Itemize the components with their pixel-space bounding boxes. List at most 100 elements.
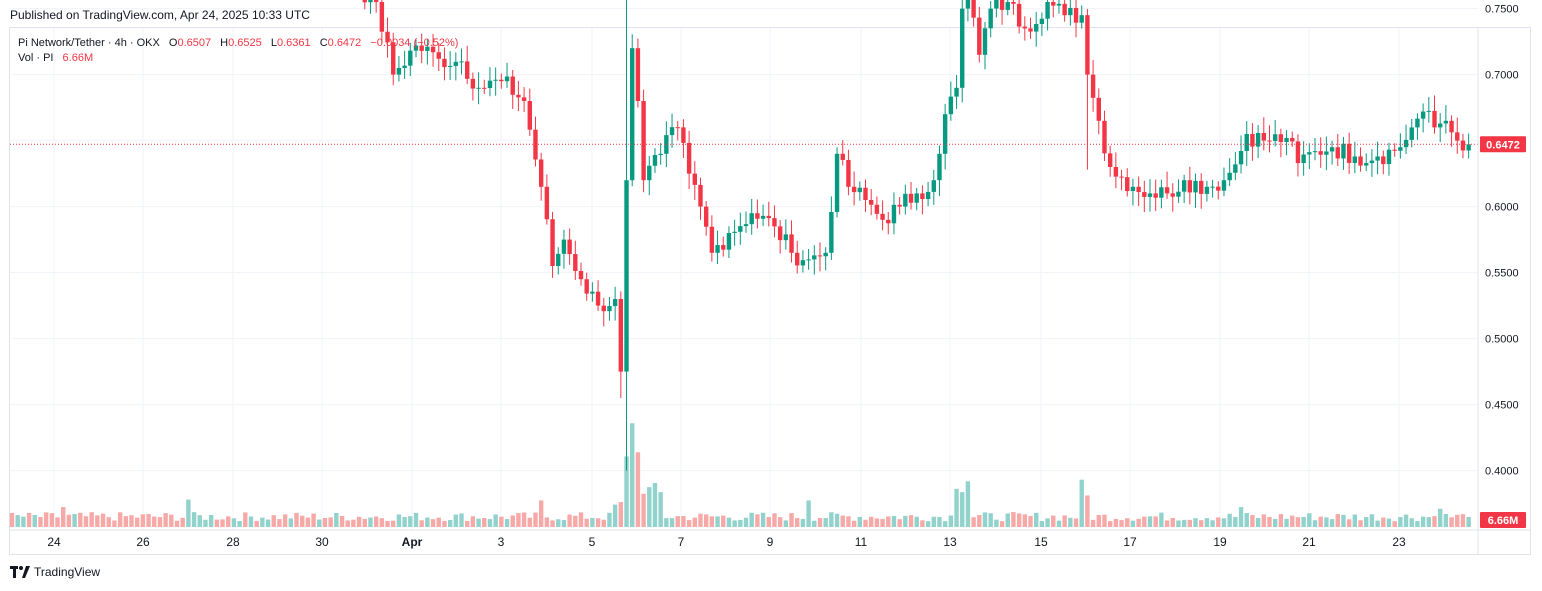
candle-body: [1193, 180, 1198, 193]
volume-bar: [510, 515, 515, 527]
volume-bar: [1255, 517, 1261, 527]
volume-bar: [908, 515, 914, 527]
volume-bar: [1011, 512, 1016, 527]
candle-body: [920, 193, 925, 200]
volume-bar: [669, 518, 675, 527]
volume-bar: [931, 516, 936, 527]
volume-bar: [590, 517, 595, 527]
footer-brand[interactable]: TradingView: [10, 565, 100, 579]
candle-body: [396, 67, 402, 75]
volume-bar: [1045, 518, 1050, 527]
candle-body: [1290, 137, 1295, 142]
volume-bar: [1261, 514, 1266, 527]
volume-bar: [237, 520, 242, 527]
volume-bar: [1170, 517, 1175, 527]
candle-body: [789, 234, 794, 253]
candle-body: [965, 0, 971, 9]
volume-bar: [299, 515, 305, 527]
candle-body: [1318, 151, 1323, 155]
candle-body: [1079, 15, 1084, 23]
volume-bar: [612, 504, 618, 527]
volume-bar: [533, 512, 538, 527]
volume-bar: [584, 518, 589, 527]
candle-body: [954, 87, 959, 97]
volume-bar: [783, 520, 789, 527]
volume-bar: [851, 520, 857, 527]
volume-bar: [550, 520, 555, 527]
candle-body: [391, 42, 396, 75]
volume-bar: [664, 518, 669, 527]
volume-bar: [1062, 515, 1067, 527]
volume-bar: [538, 500, 544, 527]
candle-body: [903, 193, 908, 207]
candle-body: [487, 80, 493, 89]
volume-bar: [544, 517, 550, 527]
candle-body: [1341, 143, 1346, 159]
candle-body: [1392, 149, 1397, 151]
volume-bar: [1466, 517, 1471, 527]
volume-bar: [573, 515, 578, 527]
volume-bar: [868, 516, 874, 527]
volume-bar: [146, 514, 151, 527]
volume-bar: [368, 517, 373, 527]
candle-body: [749, 213, 754, 225]
volume-bar: [1056, 520, 1062, 527]
candle-body: [1409, 127, 1414, 140]
volume-bar: [635, 452, 641, 527]
candle-body: [738, 226, 743, 232]
volume-bar: [66, 514, 72, 527]
volume-bar: [726, 517, 732, 527]
volume-bar: [960, 492, 965, 527]
volume-bar: [897, 519, 902, 527]
time-tick-label: 24: [47, 535, 61, 549]
volume-bar: [641, 493, 646, 527]
volume-bar: [157, 517, 163, 527]
candle-body: [1221, 180, 1227, 191]
volume-bar: [220, 519, 225, 527]
volume-bar: [982, 512, 988, 527]
volume-bar: [937, 517, 942, 527]
candle-body: [829, 211, 834, 253]
symbol-label[interactable]: Pi Network/Tether · 4h · OKX: [18, 37, 160, 49]
candle-body: [419, 45, 424, 51]
volume-bar: [26, 512, 32, 527]
volume-bar: [1034, 512, 1039, 527]
price-tick-label: 0.5000: [1485, 334, 1519, 346]
volume-bar: [1437, 508, 1443, 527]
candle-body: [385, 31, 390, 43]
volume-label[interactable]: Vol · PI: [18, 52, 54, 64]
candle-body: [442, 58, 447, 68]
volume-bar: [999, 521, 1005, 527]
candle-body: [1176, 191, 1181, 197]
candle-body: [982, 28, 988, 55]
candle-body: [641, 101, 646, 181]
candle-body: [1307, 152, 1312, 155]
candle-body: [1039, 18, 1045, 25]
volume-bar: [732, 520, 737, 527]
published-note: Published on TradingView.com, Apr 24, 20…: [10, 8, 310, 22]
volume-bar: [186, 499, 191, 527]
volume-bar: [112, 520, 117, 527]
volume-bar: [271, 515, 276, 527]
time-tick-label: Apr: [402, 535, 423, 549]
candle-body: [863, 187, 868, 200]
chart-legend: Pi Network/Tether · 4h · OKX O0.6507 H0.…: [18, 36, 458, 66]
candle-body: [1153, 193, 1158, 198]
candle-body: [527, 101, 532, 130]
candle-body: [368, 0, 373, 3]
candle-body: [1068, 7, 1073, 16]
change-value: −0.0034 (−0.52%): [370, 37, 459, 49]
volume-bar: [197, 515, 202, 527]
volume-bar: [1426, 517, 1432, 527]
candle-body: [1028, 28, 1033, 32]
candle-body: [601, 305, 606, 312]
candle-body: [1250, 134, 1255, 147]
volume-bar: [117, 512, 123, 527]
volume-bar: [1068, 517, 1073, 527]
candle-body: [1272, 134, 1278, 141]
volume-bar: [817, 517, 823, 527]
candle-body: [1443, 120, 1449, 124]
candle-body: [1090, 74, 1096, 98]
candle-body: [1210, 186, 1215, 188]
